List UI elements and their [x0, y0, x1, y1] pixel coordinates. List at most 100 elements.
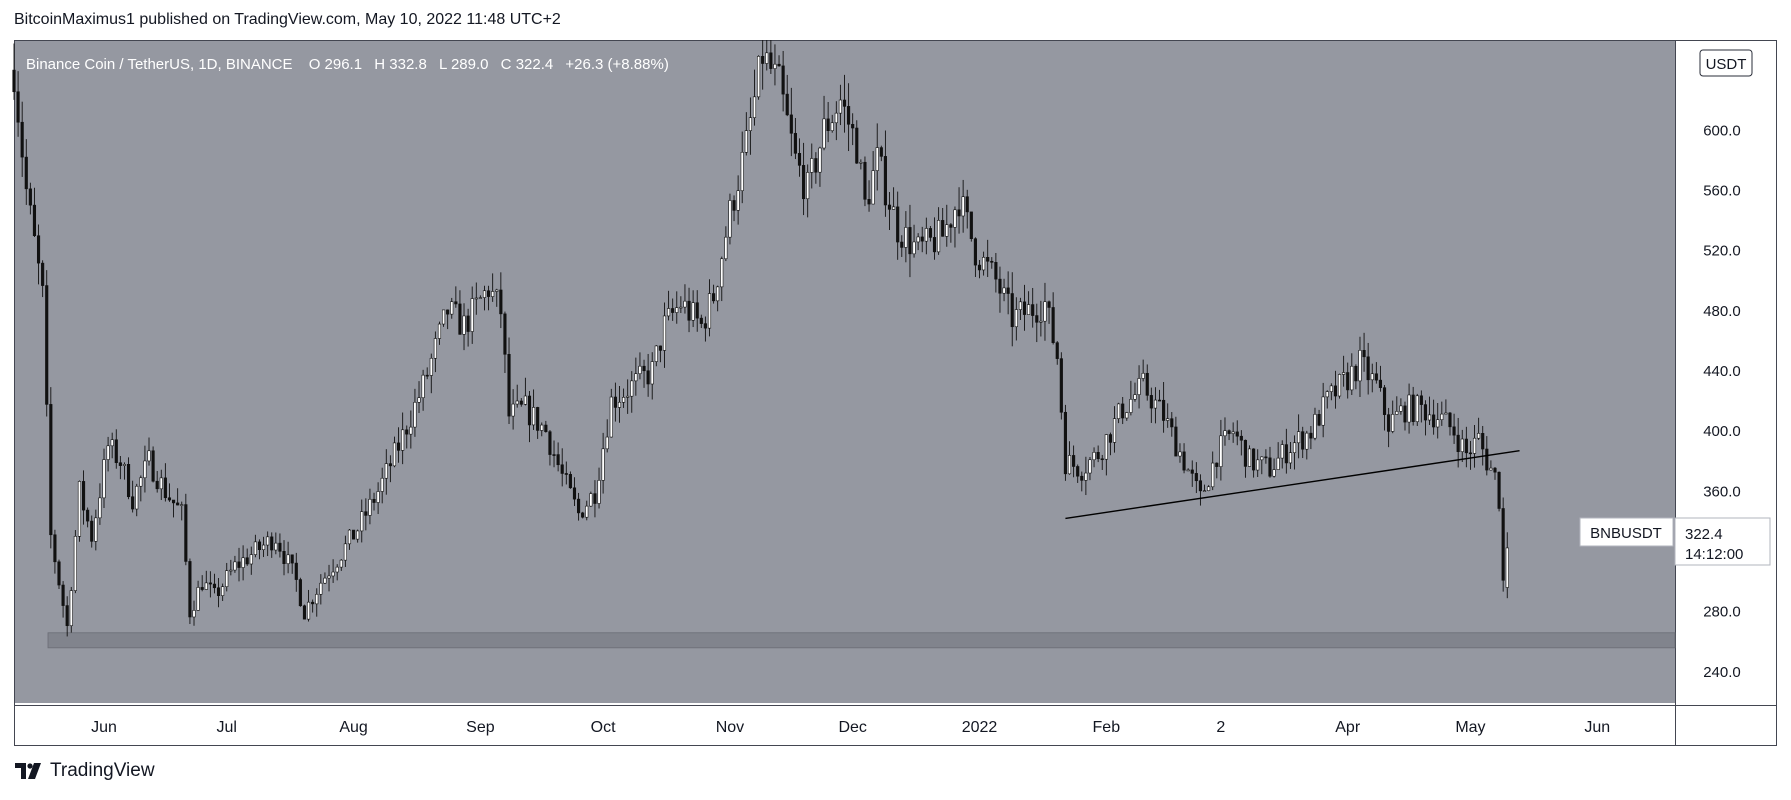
tradingview-logo-icon — [15, 763, 41, 779]
candle — [1170, 412, 1174, 437]
candle — [28, 182, 32, 215]
candle — [1358, 336, 1362, 397]
candle — [1207, 485, 1211, 492]
x-tick-label: Dec — [838, 719, 866, 736]
candle — [822, 95, 826, 151]
candle — [249, 546, 253, 575]
bnb-candlestick-chart[interactable]: 240.0 280.0 360.0 400.0 440.0 480.0 520.0 560.0… — [0, 0, 1791, 760]
candle — [867, 180, 871, 212]
candle — [597, 467, 601, 509]
candle — [1137, 365, 1141, 409]
candle — [589, 491, 593, 507]
candle — [773, 44, 777, 86]
candle — [1247, 445, 1252, 467]
legend-low-label: L — [439, 56, 447, 73]
candle — [703, 316, 707, 342]
legend-open-value: 296.1 — [325, 56, 363, 73]
candle — [1493, 466, 1497, 480]
candle — [1162, 382, 1166, 433]
candle — [1202, 484, 1207, 492]
candle — [793, 117, 797, 160]
candle — [1108, 432, 1112, 456]
candle — [1211, 451, 1215, 491]
candle — [736, 175, 740, 225]
candle — [1460, 429, 1464, 463]
candle — [646, 353, 650, 397]
candle — [1145, 364, 1149, 401]
currency-badge[interactable]: USDT — [1699, 49, 1753, 77]
candle — [658, 345, 662, 363]
candle — [990, 257, 994, 269]
candle — [1387, 407, 1391, 448]
candle — [859, 159, 863, 170]
candle — [552, 440, 556, 468]
candle — [266, 531, 270, 557]
candle — [1436, 402, 1440, 439]
candle — [523, 377, 527, 406]
candle — [515, 384, 519, 408]
candle — [1080, 471, 1084, 492]
candle — [1378, 365, 1383, 392]
time-axis-background — [14, 708, 1675, 746]
legend-title: Binance Coin / TetherUS, 1D, BINANCE — [26, 56, 293, 73]
candle — [634, 357, 638, 396]
x-tick-label: Jul — [217, 719, 237, 736]
x-tick-label: Aug — [339, 719, 367, 736]
candle — [192, 600, 196, 626]
candle — [118, 456, 122, 480]
legend-low-value: 289.0 — [451, 56, 489, 73]
candle — [769, 40, 773, 74]
candle — [1166, 403, 1170, 428]
candle — [797, 138, 802, 177]
candle — [527, 390, 532, 443]
candle — [102, 448, 106, 509]
candle — [998, 266, 1002, 313]
candle — [1337, 373, 1342, 399]
candle — [1231, 422, 1235, 443]
bar-countdown: 14:12:00 — [1685, 546, 1743, 563]
candle — [626, 379, 630, 414]
candle — [1182, 443, 1186, 474]
candle — [613, 382, 617, 422]
candle — [1051, 292, 1055, 345]
candle — [1096, 445, 1100, 463]
candle — [1067, 441, 1072, 475]
candle — [208, 571, 212, 598]
candle — [716, 285, 720, 312]
candle — [1125, 411, 1129, 421]
x-tick-label: Jun — [1584, 719, 1610, 736]
candle — [605, 419, 609, 453]
candle — [1280, 440, 1284, 469]
candle — [143, 445, 147, 493]
candle — [912, 224, 916, 258]
candle — [568, 471, 572, 489]
candle — [1264, 449, 1268, 464]
candle — [274, 532, 278, 555]
candle — [1399, 398, 1403, 415]
candle — [1141, 359, 1145, 382]
candle — [728, 193, 732, 245]
candle — [810, 143, 814, 189]
ascending-support-trendline[interactable] — [1065, 450, 1520, 520]
candle — [617, 386, 622, 423]
candle — [1427, 396, 1432, 426]
candle — [1002, 278, 1006, 302]
candle — [1252, 448, 1256, 478]
last-price-box — [1674, 517, 1771, 566]
candle — [167, 483, 172, 502]
candle — [1035, 303, 1039, 343]
candle — [98, 483, 102, 525]
candle — [159, 469, 163, 501]
candle — [855, 120, 859, 164]
candle — [695, 290, 699, 332]
candle — [1072, 445, 1076, 478]
candle — [1382, 384, 1387, 431]
candle — [388, 455, 392, 483]
candle — [409, 410, 413, 449]
legend-high-value: 332.8 — [389, 56, 427, 73]
candle — [961, 179, 965, 233]
candle — [110, 432, 114, 459]
candle — [351, 529, 356, 540]
candle — [139, 475, 143, 502]
candle — [707, 279, 712, 337]
